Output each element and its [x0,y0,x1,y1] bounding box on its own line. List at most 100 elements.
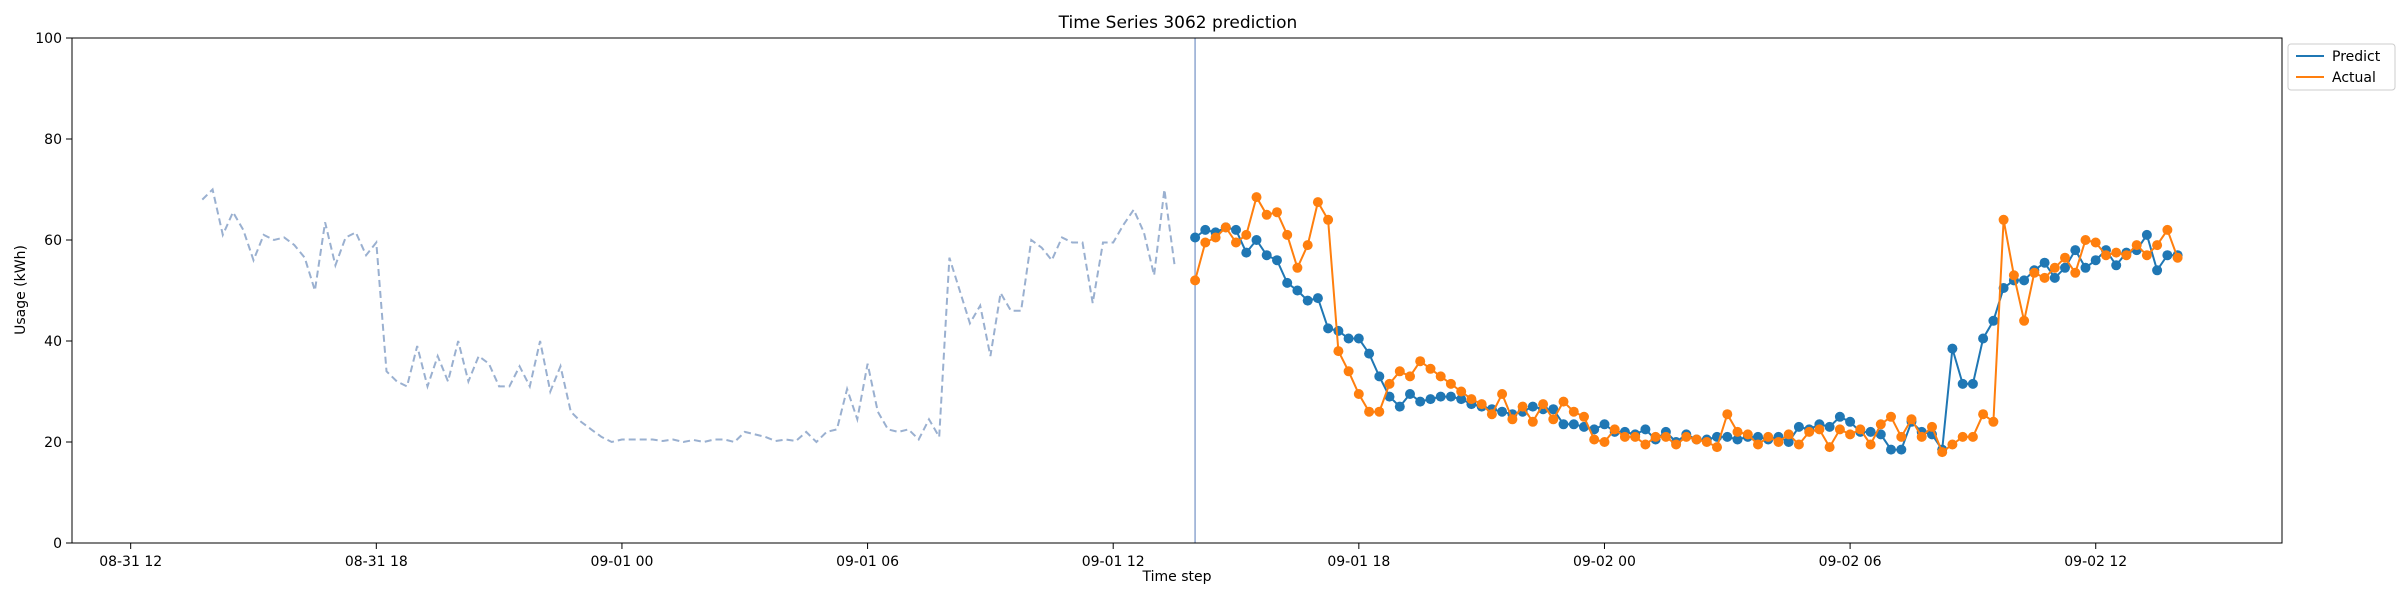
actual-point [1824,442,1835,453]
predict-point [1323,323,1334,334]
predict-point [1845,416,1856,427]
actual-point [1753,439,1763,450]
predict-point [1312,293,1323,304]
actual-point [1374,406,1385,417]
actual-point [1272,207,1282,218]
actual-point [2049,262,2060,273]
x-tick-label: 09-01 06 [836,554,899,570]
predict-point [2080,262,2091,273]
predict-point [1527,401,1538,412]
actual-point [1773,437,1784,447]
actual-point [2111,247,2122,258]
predict-point [2111,260,2122,271]
x-tick-label: 09-01 12 [1082,554,1145,570]
predict-point [1896,444,1907,455]
actual-point [1558,396,1569,407]
plot-frame [71,37,2283,544]
predict-point [1374,371,1385,382]
history-line [201,187,1176,444]
x-tick-label: 09-02 00 [1573,554,1636,570]
actual-point [1466,394,1477,405]
legend-actual-label: Actual [2332,70,2376,86]
actual-point [1476,399,1487,410]
actual-point [1497,389,1508,399]
actual-point [1681,431,1692,442]
actual-point [1517,401,1528,412]
actual-point [1722,409,1733,420]
actual-point [2008,270,2019,281]
actual-point [1302,240,1313,251]
predict-point [1272,255,1282,266]
predict-point [2162,250,2173,261]
actual-point [1640,439,1651,450]
x-tick-label: 08-31 12 [99,554,162,570]
predict-point [1241,247,1252,258]
actual-point [1415,356,1426,367]
predict-point [1292,285,1303,296]
actual-point [1998,214,2009,225]
predict-point [1425,394,1436,405]
actual-point [2039,272,2050,283]
predict-point [1865,426,1876,437]
actual-point [1937,447,1948,458]
predict-point [1231,224,1241,235]
actual-point [2141,250,2152,261]
actual-point [1609,424,1620,435]
actual-point [1323,214,1334,225]
legend: Predict Actual [2287,43,2396,91]
predict-point [1834,411,1845,422]
predict-point [1456,394,1467,405]
actual-point [1619,431,1630,442]
actual-point [1875,419,1886,430]
actual-point [1445,378,1456,389]
actual-point [1261,209,1272,220]
actual-point [1405,371,1415,382]
predict-point [1732,434,1743,445]
x-axis-label: Time step [1142,569,1212,585]
actual-point [2080,235,2091,245]
predict-point [1251,235,1262,245]
actual-point [1231,237,1241,248]
legend-predict-label: Predict [2332,49,2381,65]
predict-point [1343,333,1354,344]
y-tick-label: 0 [53,536,62,552]
actual-point [1486,409,1497,420]
actual-point [2152,240,2163,251]
actual-point [1425,363,1436,374]
actual-point [1507,414,1518,425]
predict-point [1200,224,1211,235]
predict-point [1302,295,1313,306]
y-tick-label: 100 [35,31,62,47]
x-tick-label: 08-31 18 [345,554,408,570]
actual-point [1435,371,1446,382]
actual-point [1916,431,1927,442]
predict-point [1497,406,1508,417]
predict-point [1415,396,1426,407]
actual-point [1783,429,1794,440]
actual-point [2090,237,2101,248]
x-axis: 08-31 12 08-31 18 09-01 00 09-01 06 09-01 12… [99,543,2127,570]
actual-point [1691,434,1702,445]
x-tick-label: 09-02 06 [1819,554,1882,570]
predict-point [1282,277,1293,288]
predict-point [1886,444,1896,455]
actual-point [1251,192,1262,203]
predict-point [1967,378,1978,389]
actual-point [1855,424,1866,435]
actual-point [1845,429,1856,440]
predict-point [2060,262,2070,273]
predict-point [1353,333,1364,344]
predict-point [1947,343,1958,354]
y-tick-label: 20 [44,435,62,451]
predict-point [1394,401,1405,412]
actual-point [1394,366,1405,377]
actual-point [1978,409,1989,420]
predict-point [1783,437,1794,447]
predict-point [2141,229,2152,240]
actual-point [1896,431,1907,442]
predict-point [2070,245,2081,256]
actual-point [1241,229,1252,240]
predict-point [2019,275,2030,286]
